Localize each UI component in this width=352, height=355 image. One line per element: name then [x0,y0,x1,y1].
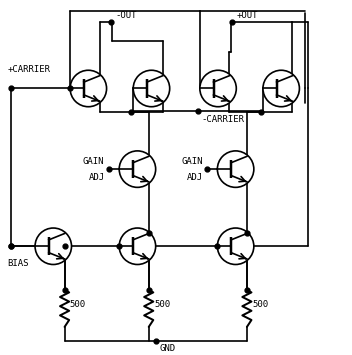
Circle shape [35,228,71,264]
Text: +OUT: +OUT [236,11,258,20]
Circle shape [263,70,300,107]
Circle shape [218,228,254,264]
Text: GND: GND [159,344,175,353]
Text: 500: 500 [252,300,268,310]
Text: -CARRIER: -CARRIER [202,115,245,125]
Circle shape [200,70,236,107]
Circle shape [218,151,254,187]
Text: 500: 500 [154,300,170,310]
Text: ADJ: ADJ [88,173,105,182]
Text: GAIN: GAIN [83,157,105,166]
Text: +CARRIER: +CARRIER [8,65,51,75]
Circle shape [119,151,156,187]
Circle shape [70,70,107,107]
Text: BIAS: BIAS [8,258,29,268]
Text: -OUT: -OUT [115,11,137,20]
Text: GAIN: GAIN [181,157,203,166]
Text: 500: 500 [70,300,86,310]
Text: ADJ: ADJ [187,173,203,182]
Circle shape [133,70,170,107]
Circle shape [119,228,156,264]
